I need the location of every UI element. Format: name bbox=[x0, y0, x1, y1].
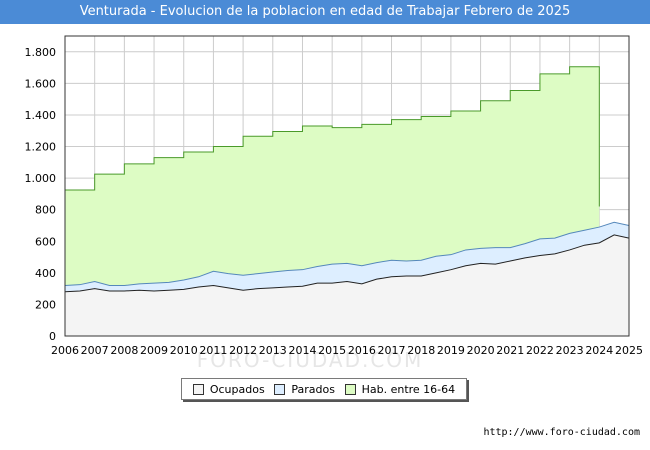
x-tick-label: 2025 bbox=[615, 344, 643, 357]
x-tick-label: 2018 bbox=[407, 344, 435, 357]
x-tick-label: 2012 bbox=[229, 344, 257, 357]
y-tick-label: 1.800 bbox=[25, 46, 57, 59]
y-tick-label: 200 bbox=[35, 298, 56, 311]
x-tick-label: 2011 bbox=[199, 344, 227, 357]
legend-swatch-hab bbox=[344, 383, 356, 395]
legend: Ocupados Parados Hab. entre 16-64 bbox=[181, 378, 467, 400]
y-tick-label: 1.000 bbox=[25, 172, 57, 185]
x-tick-label: 2010 bbox=[170, 344, 198, 357]
legend-swatch-ocupados bbox=[192, 383, 204, 395]
source-url[interactable]: http://www.foro-ciudad.com bbox=[483, 427, 640, 438]
x-tick-label: 2021 bbox=[496, 344, 524, 357]
legend-label-ocupados: Ocupados bbox=[209, 382, 265, 396]
x-tick-label: 2017 bbox=[378, 344, 406, 357]
line-hab-16-64 bbox=[65, 66, 600, 207]
y-tick-label: 600 bbox=[35, 235, 56, 248]
legend-item-hab: Hab. entre 16-64 bbox=[344, 382, 456, 396]
area-ocupados bbox=[65, 234, 629, 336]
line-ocupados bbox=[64, 234, 630, 293]
y-tick-label: 800 bbox=[35, 204, 56, 217]
x-tick-label: 2016 bbox=[348, 344, 376, 357]
legend-label-parados: Parados bbox=[291, 382, 335, 396]
x-tick-label: 2014 bbox=[288, 344, 316, 357]
x-tick-label: 2009 bbox=[140, 344, 168, 357]
y-tick-label: 0 bbox=[49, 330, 56, 343]
y-tick-label: 1.200 bbox=[25, 141, 57, 154]
x-tick-label: 2006 bbox=[51, 344, 79, 357]
x-tick-label: 2007 bbox=[81, 344, 109, 357]
y-tick-label: 1.600 bbox=[25, 77, 57, 90]
y-tick-label: 400 bbox=[35, 267, 56, 280]
x-tick-label: 2008 bbox=[110, 344, 138, 357]
legend-item-ocupados: Ocupados bbox=[192, 382, 265, 396]
legend-label-hab: Hab. entre 16-64 bbox=[361, 382, 456, 396]
legend-item-parados: Parados bbox=[274, 383, 335, 396]
x-tick-label: 2020 bbox=[467, 344, 495, 357]
legend-swatch-parados bbox=[274, 383, 286, 395]
x-tick-label: 2013 bbox=[259, 344, 287, 357]
x-tick-label: 2019 bbox=[437, 344, 465, 357]
line-parados bbox=[64, 221, 630, 286]
x-tick-label: 2022 bbox=[526, 344, 554, 357]
chart-title: Venturada - Evolucion de la poblacion en… bbox=[0, 0, 650, 24]
watermark: FORO-CIUDAD.COM bbox=[197, 348, 424, 372]
x-tick-label: 2015 bbox=[318, 344, 346, 357]
plot-frame bbox=[64, 35, 630, 337]
x-tick-label: 2024 bbox=[585, 344, 613, 357]
chart-area: FORO-CIUDAD.COM 2006 2007 2008 2009 2010 2011… bbox=[0, 24, 650, 374]
y-tick-label: 1.400 bbox=[25, 109, 57, 122]
x-tick-label: 2023 bbox=[556, 344, 584, 357]
